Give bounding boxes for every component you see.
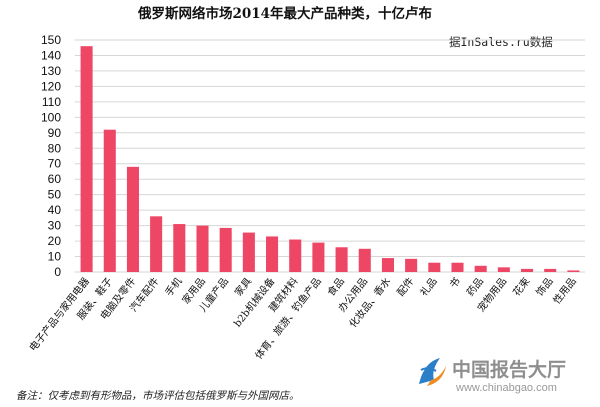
bar bbox=[126, 166, 139, 272]
x-tick-label: 配件 bbox=[395, 275, 417, 298]
x-tick-label: 手机 bbox=[162, 275, 185, 299]
y-tick-label: 120 bbox=[41, 79, 61, 93]
y-tick-label: 10 bbox=[48, 250, 62, 264]
x-tick-label: 家具 bbox=[232, 275, 255, 299]
bar bbox=[474, 265, 487, 272]
y-tick-label: 30 bbox=[48, 219, 62, 233]
bar bbox=[405, 258, 418, 272]
bar bbox=[428, 262, 441, 272]
x-tick-label: 食品 bbox=[324, 275, 347, 299]
bars bbox=[80, 46, 580, 272]
y-tick-label: 60 bbox=[48, 172, 62, 186]
bar bbox=[312, 242, 325, 272]
bar bbox=[80, 46, 93, 272]
x-tick-label: 饰品 bbox=[533, 275, 556, 299]
bar bbox=[544, 268, 557, 272]
bar bbox=[567, 270, 580, 272]
y-tick-label: 50 bbox=[48, 188, 62, 202]
bar bbox=[521, 268, 534, 272]
y-tick-label: 140 bbox=[41, 48, 61, 62]
x-tick-label: 礼品 bbox=[417, 275, 440, 299]
y-tick-label: 0 bbox=[54, 265, 61, 279]
x-tick-label: 性用品 bbox=[550, 275, 579, 307]
bar bbox=[381, 258, 394, 272]
bar bbox=[289, 239, 302, 272]
bar bbox=[266, 236, 279, 272]
source-note: 据InSales.ru数据 bbox=[449, 35, 553, 49]
bar bbox=[497, 267, 510, 272]
x-tick-label: 书 bbox=[447, 275, 463, 290]
y-tick-label: 70 bbox=[48, 157, 62, 171]
bar bbox=[173, 224, 186, 272]
chart-title: 俄罗斯网络市场2014年最大产品种类，十亿卢布 bbox=[137, 5, 432, 22]
y-tick-label: 20 bbox=[48, 234, 62, 248]
bar bbox=[219, 227, 232, 272]
watermark-logo: 中国报告大厅 www.chinabgao.com bbox=[419, 358, 566, 394]
bar bbox=[103, 129, 116, 272]
bar bbox=[150, 216, 163, 272]
y-tick-label: 40 bbox=[48, 203, 62, 217]
footnote: 备注：仅考虑到有形物品，市场评估包括俄罗斯与外国网店。 bbox=[16, 390, 300, 402]
logo-mark-icon bbox=[419, 358, 446, 386]
y-tick-label: 100 bbox=[41, 110, 61, 124]
watermark-url: www.chinabgao.com bbox=[455, 382, 557, 394]
bar bbox=[335, 247, 348, 272]
y-tick-label: 80 bbox=[48, 141, 62, 155]
watermark-name: 中国报告大厅 bbox=[452, 358, 566, 381]
bar bbox=[451, 262, 464, 272]
gridlines bbox=[75, 39, 585, 273]
x-tick-label: 药品 bbox=[464, 275, 486, 298]
y-tick-label: 110 bbox=[42, 95, 61, 109]
y-tick-label: 130 bbox=[41, 64, 61, 78]
y-tick-label: 90 bbox=[48, 126, 62, 140]
x-tick-label: 花束 bbox=[510, 275, 533, 299]
bar bbox=[196, 225, 209, 272]
bar bbox=[242, 232, 255, 272]
y-tick-label: 150 bbox=[41, 33, 61, 47]
bar bbox=[358, 248, 371, 272]
